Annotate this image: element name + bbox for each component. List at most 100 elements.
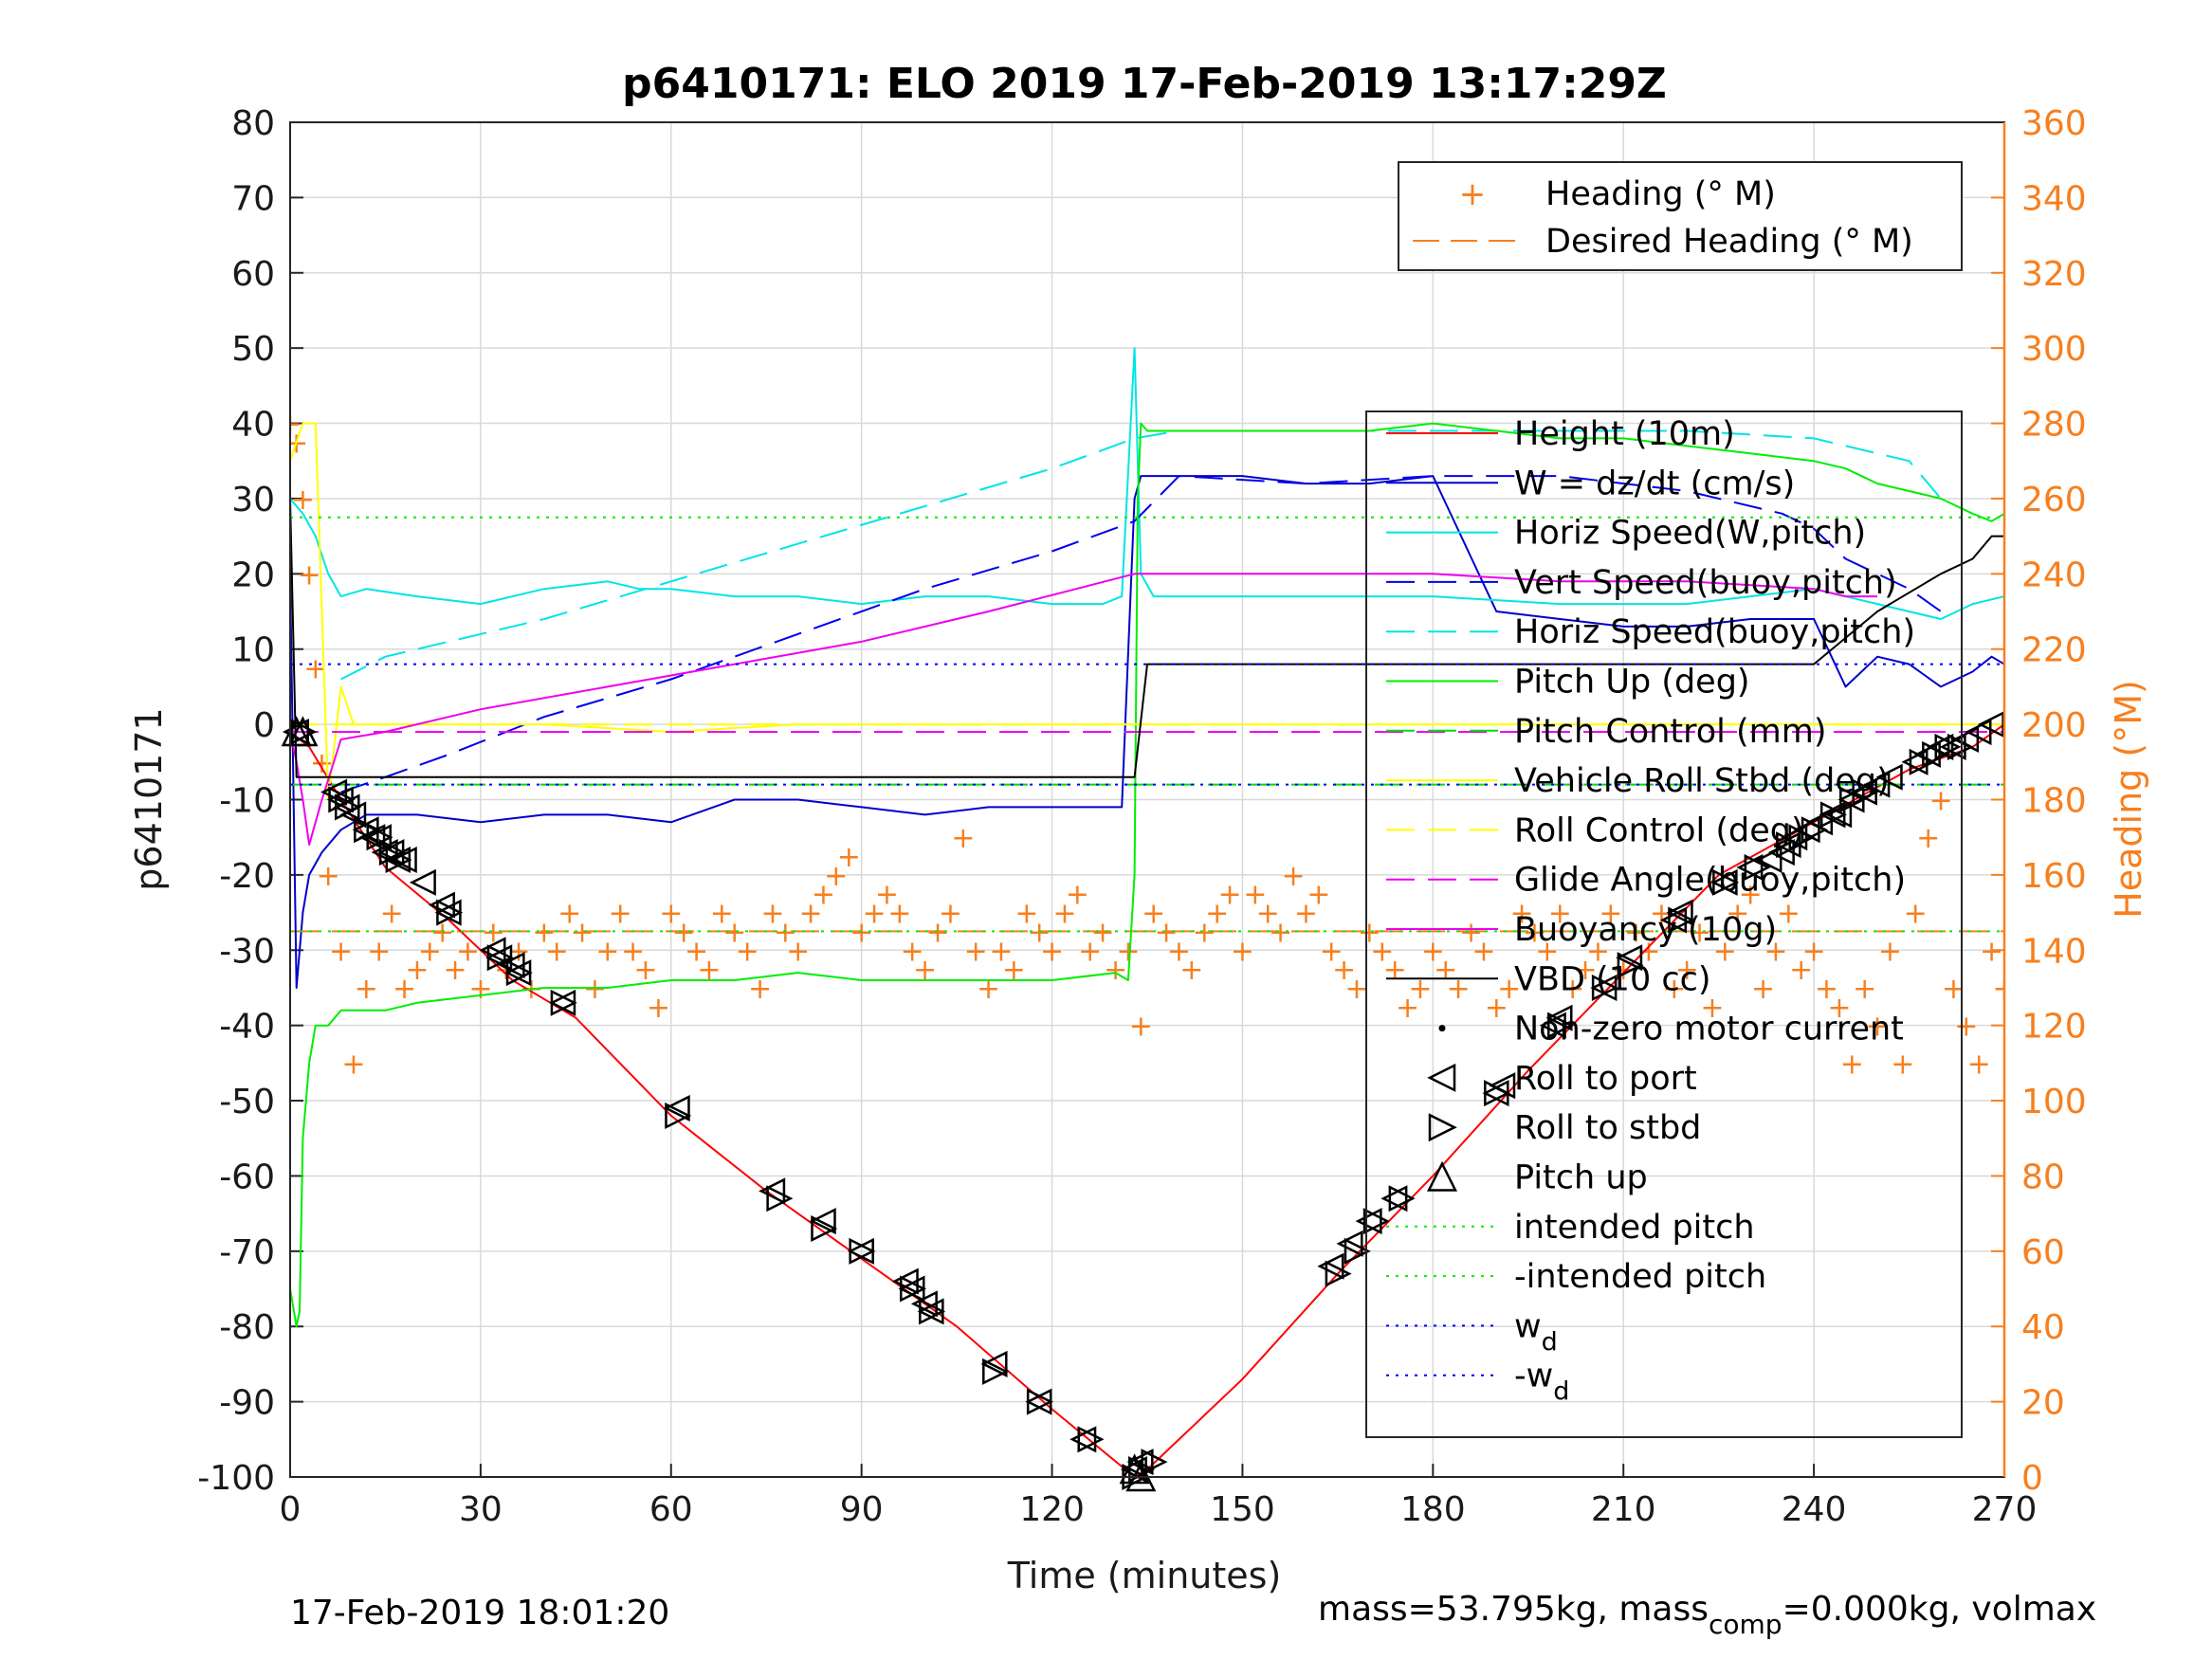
legend-label: VBD (10 cc) (1514, 960, 1711, 998)
legend-label: Pitch Control (mm) (1514, 713, 1826, 751)
heading-point: + (1205, 898, 1229, 931)
y-right-tick-label: 200 (2021, 706, 2087, 745)
y-tick-label: -20 (219, 857, 275, 896)
heading-point: + (558, 898, 581, 931)
heading-point: + (1815, 973, 1838, 1006)
y-tick-label: -100 (197, 1459, 275, 1498)
roll-to-stbd-marker (1388, 1185, 1416, 1212)
roll-to-stbd-marker (1909, 748, 1936, 775)
series-layer: ++++++++++++++++++++++++++++++++++++++++… (290, 347, 2016, 1477)
roll-to-stbd-marker (982, 1358, 1010, 1385)
series-line-horiz-speed-buoy-pitch (340, 429, 1942, 681)
series-line-vert-speed-buoy-pitch (340, 475, 1942, 793)
heading-point: + (1281, 860, 1305, 893)
y-tick-label: 30 (231, 481, 275, 520)
heading-point: + (1396, 992, 1419, 1025)
roll-to-stbd-marker (811, 1214, 838, 1243)
roll-to-port-marker (1965, 719, 1992, 746)
main-legend-box (1365, 410, 1963, 1438)
y-tick-label: -80 (219, 1308, 275, 1347)
roll-to-port-marker (1317, 1252, 1344, 1280)
heading-point: + (1866, 1011, 1890, 1044)
heading-point: + (1751, 973, 1775, 1006)
heading-point: + (837, 841, 861, 874)
heading-point: + (659, 898, 683, 931)
heading-point: + (1535, 935, 1559, 968)
heading-point: + (1142, 898, 1165, 931)
roll-to-stbd-marker (1744, 853, 1771, 881)
roll-to-stbd-marker (378, 839, 406, 866)
roll-to-stbd-marker (1617, 952, 1644, 979)
heading-point: + (1320, 935, 1344, 968)
y-tick-label: 50 (231, 330, 275, 369)
heading-legend-plus-marker: + (1459, 175, 1487, 213)
heading-point: + (1104, 954, 1127, 987)
y-tick-label: -30 (219, 932, 275, 971)
heading-point: + (1002, 954, 1026, 987)
heading-point: + (1052, 898, 1076, 931)
markers-layer (281, 711, 2004, 1492)
heading-point: + (913, 954, 937, 987)
heading-point: + (1675, 954, 1699, 987)
roll-to-port-marker (1863, 771, 1891, 798)
heading-point: + (887, 898, 911, 931)
legend-label: wd (1514, 1307, 1558, 1357)
roll-to-stbd-marker (665, 1102, 692, 1129)
heading-point: + (951, 822, 975, 855)
x-tick-label: 180 (1400, 1490, 1466, 1529)
legend-label: Roll to port (1514, 1060, 1697, 1098)
y-tick-label: 40 (231, 406, 275, 445)
heading-point: + (1243, 879, 1267, 912)
heading-point: + (799, 898, 823, 931)
roll-to-stbd-marker (385, 846, 412, 874)
heading-point: + (298, 558, 321, 592)
roll-to-stbd-marker (1668, 906, 1695, 934)
roll-to-stbd-marker (1362, 1208, 1390, 1235)
heading-point: + (1777, 898, 1801, 931)
roll-to-stbd-marker (1591, 974, 1618, 1001)
heading-point: + (1269, 916, 1292, 949)
heading-point: + (1713, 935, 1737, 968)
roll-to-port-marker (390, 846, 417, 874)
roll-to-stbd-marker (328, 786, 356, 813)
heading-point: + (1015, 898, 1038, 931)
heading-point: + (901, 935, 924, 968)
y-right-tick-label: 180 (2021, 782, 2087, 821)
roll-to-stbd-marker (1776, 831, 1803, 859)
roll-to-stbd-marker (290, 719, 318, 746)
series-line-pitch-up-deg (290, 422, 2004, 1328)
heading-point: + (977, 973, 1000, 1006)
heading-point: + (1370, 935, 1394, 968)
heading-point: + (862, 898, 886, 931)
heading-point: + (1827, 992, 1851, 1025)
y-tick-label: 60 (231, 255, 275, 294)
heading-point: + (736, 935, 759, 968)
roll-to-port-marker (1069, 1426, 1097, 1453)
heading-point: + (1726, 898, 1749, 931)
roll-to-port-marker (282, 719, 309, 746)
y-right-tick-label: 20 (2021, 1384, 2065, 1423)
heading-point: + (1878, 935, 1902, 968)
roll-to-stbd-marker (1325, 1260, 1352, 1287)
legend-label: Non-zero motor current (1514, 1011, 1904, 1048)
heading-point: + (1447, 973, 1471, 1006)
y-tick-label: 10 (231, 631, 275, 670)
roll-to-port-marker (1380, 1185, 1408, 1212)
legend-label: Pitch up (1514, 1159, 1648, 1197)
heading-point: + (393, 973, 416, 1006)
heading-point: + (1078, 935, 1102, 968)
y-right-tick-label: 60 (2021, 1233, 2065, 1272)
heading-point: + (1459, 916, 1483, 949)
heading-point: + (444, 954, 467, 987)
heading-point: + (1992, 973, 2016, 1006)
legend-label: -intended pitch (1514, 1258, 1766, 1296)
roll-to-stbd-marker (1712, 868, 1740, 896)
legend-label: Roll to stbd (1514, 1109, 1701, 1147)
heading-point: + (710, 898, 734, 931)
roll-to-port-marker (1336, 1230, 1363, 1257)
heading-point: + (532, 916, 556, 949)
heading-point: + (380, 898, 404, 931)
heading-point: + (1954, 1011, 1978, 1044)
heading-point: + (341, 1048, 365, 1081)
